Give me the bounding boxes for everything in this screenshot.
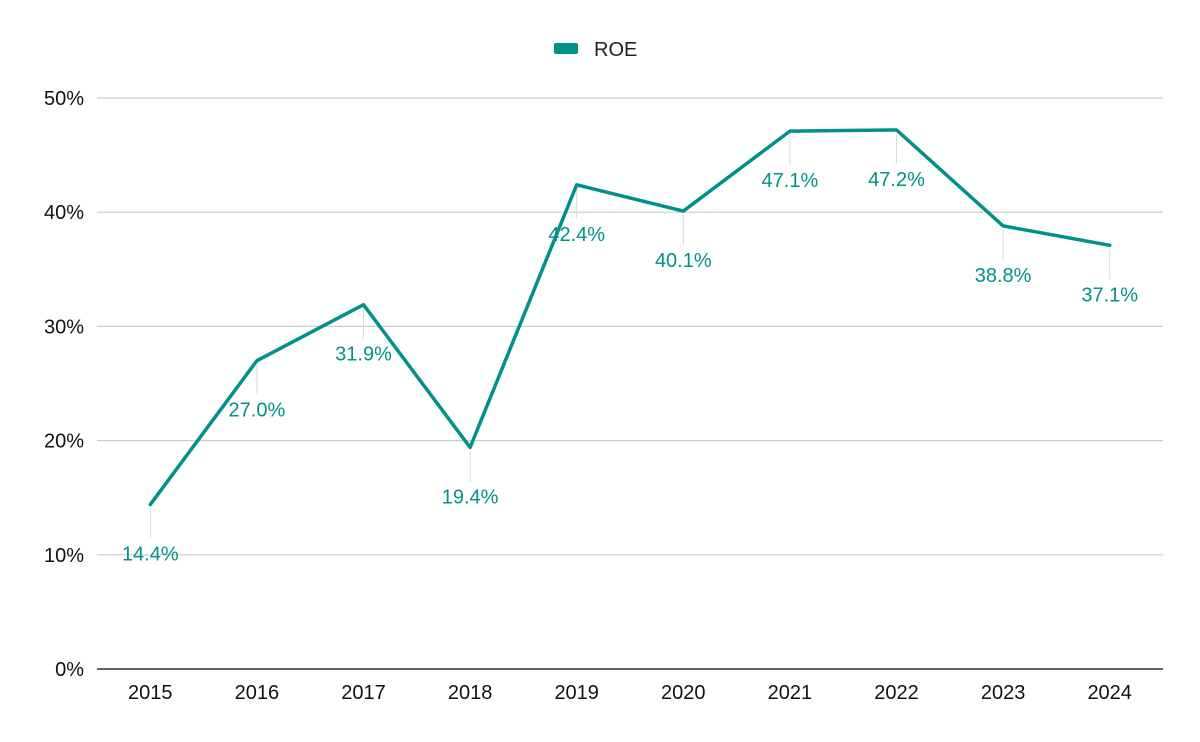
y-tick-label: 10% — [44, 545, 84, 567]
data-label: 47.2% — [868, 169, 925, 191]
x-axis-tick-labels: 2015 2016 2017 2018 2019 2020 2021 2022 2023 2024 — [128, 682, 1132, 704]
gridlines — [97, 97, 1163, 670]
data-label: 42.4% — [548, 224, 605, 246]
x-tick-label: 2022 — [874, 682, 919, 704]
data-labels: 14.4% 27.0% 31.9% 19.4% 42.4% 40.1% 47.1% 47.2%… — [122, 169, 1138, 566]
data-label-leaders — [149, 133, 1111, 539]
x-tick-label: 2015 — [128, 682, 173, 704]
x-tick-label: 2019 — [554, 682, 599, 704]
series-roe — [148, 128, 1112, 507]
x-tick-label: 2021 — [768, 682, 813, 704]
y-tick-label: 0% — [55, 659, 84, 681]
data-label: 31.9% — [335, 344, 392, 366]
data-label: 37.1% — [1081, 284, 1138, 306]
legend-label-roe: ROE — [594, 39, 637, 61]
x-tick-label: 2020 — [661, 682, 706, 704]
x-tick-label: 2018 — [448, 682, 493, 704]
data-label: 19.4% — [442, 486, 499, 508]
x-tick-label: 2016 — [235, 682, 280, 704]
data-label: 40.1% — [655, 250, 712, 272]
x-tick-label: 2024 — [1087, 682, 1132, 704]
x-tick-label: 2017 — [341, 682, 386, 704]
y-axis-tick-labels: 0% 10% 20% 30% 40% 50% — [44, 88, 84, 681]
legend-swatch-roe — [554, 43, 578, 54]
series-line-roe — [148, 128, 1112, 507]
data-label: 38.8% — [975, 265, 1032, 287]
y-tick-label: 20% — [44, 431, 84, 453]
data-label: 27.0% — [229, 400, 286, 422]
legend: ROE — [554, 39, 637, 61]
y-tick-label: 40% — [44, 202, 84, 224]
data-label: 14.4% — [122, 544, 179, 566]
data-label: 47.1% — [762, 170, 819, 192]
y-tick-label: 30% — [44, 316, 84, 338]
x-tick-label: 2023 — [981, 682, 1026, 704]
y-tick-label: 50% — [44, 88, 84, 110]
